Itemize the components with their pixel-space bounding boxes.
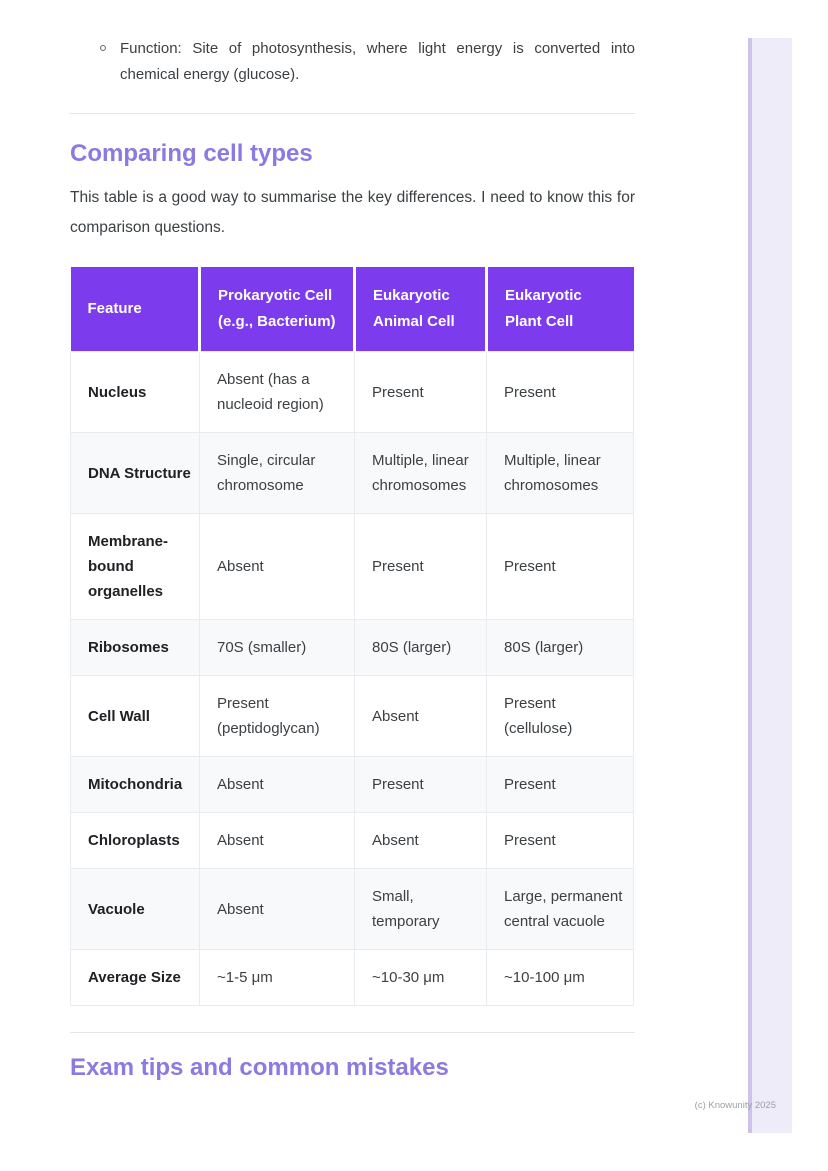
feature-cell: Cell Wall bbox=[70, 675, 200, 757]
value-cell: Present bbox=[486, 513, 634, 620]
table-header-row: Feature Prokaryotic Cell (e.g., Bacterium… bbox=[70, 267, 634, 352]
value-cell: 70S (smaller) bbox=[199, 619, 355, 676]
column-header: Feature bbox=[70, 267, 201, 352]
value-cell: 80S (larger) bbox=[354, 619, 487, 676]
section-heading-comparing-cell-types: Comparing cell types bbox=[70, 140, 313, 167]
value-cell: ~10-30 μm bbox=[354, 949, 487, 1006]
value-cell: Large, permanent central vacuole bbox=[486, 868, 634, 950]
document-content: Function: Site of photosynthesis, where … bbox=[70, 0, 635, 1082]
page-edge-line bbox=[748, 38, 752, 1133]
value-cell: ~1-5 μm bbox=[199, 949, 355, 1006]
value-cell: Present (cellulose) bbox=[486, 675, 634, 757]
list-item-text: Function: Site of photosynthesis, where … bbox=[120, 40, 635, 83]
table-row: Average Size ~1-5 μm ~10-30 μm ~10-100 μm bbox=[70, 949, 634, 1006]
page-edge-strip bbox=[748, 38, 792, 1133]
copyright-notice: (c) Knowunity 2025 bbox=[694, 1100, 776, 1111]
table-row: Vacuole Absent Small, temporary Large, perm… bbox=[70, 868, 634, 950]
value-cell: Present (peptidoglycan) bbox=[199, 675, 355, 757]
column-header: Eukaryotic Animal Cell bbox=[354, 267, 488, 352]
intro-paragraph: This table is a good way to summarise th… bbox=[70, 189, 635, 236]
table-row: Ribosomes 70S (smaller) 80S (larger) 80S (l… bbox=[70, 619, 634, 676]
feature-cell: Average Size bbox=[70, 949, 200, 1006]
feature-cell: Membrane-bound organelles bbox=[70, 513, 200, 620]
table-row: Chloroplasts Absent Absent Present bbox=[70, 812, 634, 869]
value-cell: Multiple, linear chromosomes bbox=[486, 432, 634, 514]
value-cell: ~10-100 μm bbox=[486, 949, 634, 1006]
feature-cell: Nucleus bbox=[70, 351, 200, 433]
value-cell: Present bbox=[354, 351, 487, 433]
feature-cell: Vacuole bbox=[70, 868, 200, 950]
value-cell: 80S (larger) bbox=[486, 619, 634, 676]
section-heading-exam-tips: Exam tips and common mistakes bbox=[70, 1054, 449, 1081]
divider bbox=[70, 1032, 635, 1033]
table-row: Nucleus Absent (has a nucleoid region) Pre… bbox=[70, 351, 634, 433]
value-cell: Present bbox=[354, 513, 487, 620]
divider bbox=[70, 113, 635, 114]
value-cell: Absent bbox=[199, 868, 355, 950]
value-cell: Single, circular chromosome bbox=[199, 432, 355, 514]
table-row: Mitochondria Absent Present Present bbox=[70, 756, 634, 813]
feature-cell: Chloroplasts bbox=[70, 812, 200, 869]
value-cell: Absent bbox=[199, 756, 355, 813]
column-header: Prokaryotic Cell (e.g., Bacterium) bbox=[199, 267, 356, 352]
feature-cell: DNA Structure bbox=[70, 432, 200, 514]
feature-cell: Mitochondria bbox=[70, 756, 200, 813]
table-row: Cell Wall Present (peptidoglycan) Absent Pr… bbox=[70, 675, 634, 757]
value-cell: Present bbox=[486, 351, 634, 433]
list-item: Function: Site of photosynthesis, where … bbox=[70, 36, 635, 88]
value-cell: Absent (has a nucleoid region) bbox=[199, 351, 355, 433]
column-header: Eukaryotic Plant Cell bbox=[486, 267, 634, 352]
table-row: Membrane-bound organelles Absent Present Pr… bbox=[70, 513, 634, 620]
value-cell: Present bbox=[486, 756, 634, 813]
value-cell: Absent bbox=[354, 675, 487, 757]
value-cell: Present bbox=[354, 756, 487, 813]
value-cell: Absent bbox=[199, 513, 355, 620]
value-cell: Small, temporary bbox=[354, 868, 487, 950]
comparison-table-body: Nucleus Absent (has a nucleoid region) Pre… bbox=[70, 351, 634, 1006]
value-cell: Absent bbox=[354, 812, 487, 869]
value-cell: Present bbox=[486, 812, 634, 869]
table-row: DNA Structure Single, circular chromosome… bbox=[70, 432, 634, 514]
feature-cell: Ribosomes bbox=[70, 619, 200, 676]
value-cell: Absent bbox=[199, 812, 355, 869]
circle-bullet-icon bbox=[100, 45, 106, 51]
comparison-table: Feature Prokaryotic Cell (e.g., Bacterium… bbox=[70, 267, 634, 1006]
value-cell: Multiple, linear chromosomes bbox=[354, 432, 487, 514]
